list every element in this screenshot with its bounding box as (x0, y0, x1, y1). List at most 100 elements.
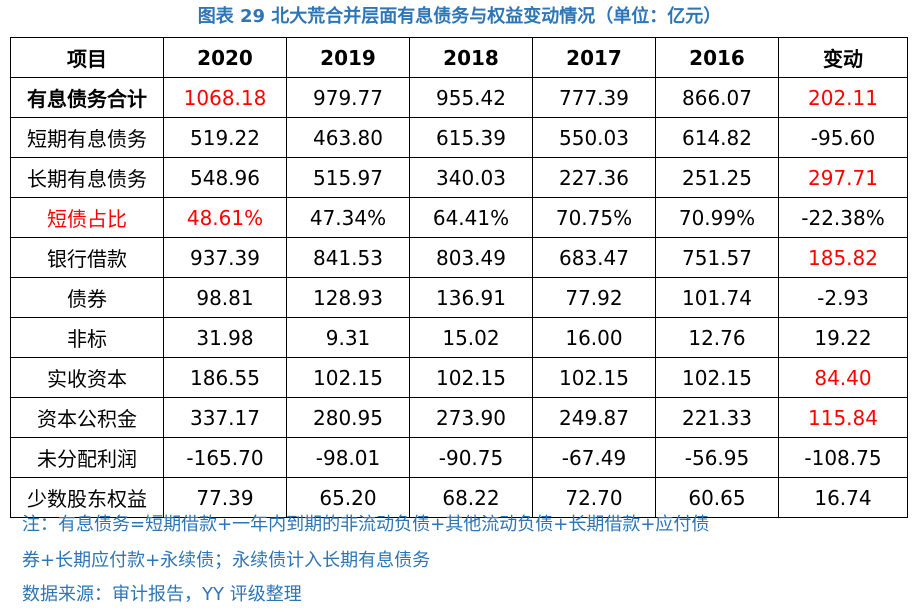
table-cell: 102.15 (409, 357, 533, 398)
table-row: 银行借款 937.39 841.53 803.49 683.47 751.57 185.82 (10, 237, 908, 278)
table-cell: 1068.18 (163, 77, 287, 118)
table-body: 有息债务合计 1068.18 979.77 955.42 777.39 866.07 202… (10, 77, 908, 518)
row-label: 实收资本 (10, 357, 164, 398)
table-row: 债券 98.81 128.93 136.91 77.92 101.74 -2.93 (10, 277, 908, 318)
table-cell: 202.11 (778, 77, 908, 118)
table-cell: -56.95 (655, 437, 779, 478)
table-cell: 227.36 (532, 157, 656, 198)
table-cell: 115.84 (778, 397, 908, 438)
row-label: 长期有息债务 (10, 157, 164, 198)
table-cell: 186.55 (163, 357, 287, 398)
table-cell: 136.91 (409, 277, 533, 318)
row-label: 资本公积金 (10, 397, 164, 438)
table-cell: 280.95 (286, 397, 410, 438)
table-cell: 84.40 (778, 357, 908, 398)
table-cell: 979.77 (286, 77, 410, 118)
table-cell: 77.39 (163, 477, 287, 518)
table-cell: 548.96 (163, 157, 287, 198)
table-cell: 866.07 (655, 77, 779, 118)
table-cell: 72.70 (532, 477, 656, 518)
table-row: 非标 31.98 9.31 15.02 16.00 12.76 19.22 (10, 317, 908, 358)
table-cell: 955.42 (409, 77, 533, 118)
table-row: 实收资本 186.55 102.15 102.15 102.15 102.15 84.40 (10, 357, 908, 398)
table-cell: 519.22 (163, 117, 287, 158)
table-cell: 16.74 (778, 477, 908, 518)
table-cell: 9.31 (286, 317, 410, 358)
table-cell: 48.61% (163, 197, 287, 238)
table-cell: 15.02 (409, 317, 533, 358)
table-cell: 777.39 (532, 77, 656, 118)
table-cell: 251.25 (655, 157, 779, 198)
table-cell: 463.80 (286, 117, 410, 158)
table-cell: 12.76 (655, 317, 779, 358)
table-cell: 68.22 (409, 477, 533, 518)
table-cell: 614.82 (655, 117, 779, 158)
header-change: 变动 (778, 37, 908, 78)
row-label: 债券 (10, 277, 164, 318)
table-row: 短期有息债务 519.22 463.80 615.39 550.03 614.82 -95.… (10, 117, 908, 158)
table-cell: 185.82 (778, 237, 908, 278)
table-cell: -22.38% (778, 197, 908, 238)
table-cell: -95.60 (778, 117, 908, 158)
table-cell: 70.75% (532, 197, 656, 238)
table-cell: 19.22 (778, 317, 908, 358)
table-cell: 683.47 (532, 237, 656, 278)
row-label: 非标 (10, 317, 164, 358)
table-cell: 31.98 (163, 317, 287, 358)
table-cell: 340.03 (409, 157, 533, 198)
table-cell: -165.70 (163, 437, 287, 478)
table-cell: 64.41% (409, 197, 533, 238)
table-cell: 98.81 (163, 277, 287, 318)
table-cell: -98.01 (286, 437, 410, 478)
header-2016: 2016 (655, 37, 779, 78)
table-cell: 70.99% (655, 197, 779, 238)
row-label: 有息债务合计 (10, 77, 164, 118)
header-2018: 2018 (409, 37, 533, 78)
table-cell: 751.57 (655, 237, 779, 278)
table-cell: 60.65 (655, 477, 779, 518)
row-label: 未分配利润 (10, 437, 164, 478)
table-cell: 937.39 (163, 237, 287, 278)
table-cell: -108.75 (778, 437, 908, 478)
table-row: 有息债务合计 1068.18 979.77 955.42 777.39 866.07 202… (10, 77, 908, 118)
table-cell: 550.03 (532, 117, 656, 158)
row-label: 短期有息债务 (10, 117, 164, 158)
table-row: 资本公积金 337.17 280.95 273.90 249.87 221.33 115.8… (10, 397, 908, 438)
table-cell: 102.15 (655, 357, 779, 398)
table-cell: 337.17 (163, 397, 287, 438)
row-label: 短债占比 (10, 197, 164, 238)
table-cell: 221.33 (655, 397, 779, 438)
table-cell: 47.34% (286, 197, 410, 238)
table-row: 长期有息债务 548.96 515.97 340.03 227.36 251.25 297.… (10, 157, 908, 198)
table-cell: 128.93 (286, 277, 410, 318)
table-cell: 273.90 (409, 397, 533, 438)
header-2020: 2020 (163, 37, 287, 78)
table-cell: 297.71 (778, 157, 908, 198)
table-cell: 101.74 (655, 277, 779, 318)
table-cell: 102.15 (532, 357, 656, 398)
table-cell: 803.49 (409, 237, 533, 278)
row-label: 银行借款 (10, 237, 164, 278)
table-cell: -67.49 (532, 437, 656, 478)
table-row: 未分配利润 -165.70 -98.01 -90.75 -67.49 -56.95 -108… (10, 437, 908, 478)
table-header-row: 项目 2020 2019 2018 2017 2016 变动 (10, 37, 908, 78)
table-title: 图表 29 北大荒合并层面有息债务与权益变动情况（单位：亿元） (197, 6, 722, 27)
table-cell: -2.93 (778, 277, 908, 318)
header-2017: 2017 (532, 37, 656, 78)
table-cell: 16.00 (532, 317, 656, 358)
debt-equity-table: 项目 2020 2019 2018 2017 2016 变动 有息债务合计 106… (10, 37, 908, 518)
row-label: 少数股东权益 (10, 477, 164, 518)
source-note: 数据来源：审计报告，YY 评级整理 (22, 584, 302, 605)
table-row: 短债占比 48.61% 47.34% 64.41% 70.75% 70.99% -22.38… (10, 197, 908, 238)
table-cell: 615.39 (409, 117, 533, 158)
table-cell: 65.20 (286, 477, 410, 518)
table-cell: 841.53 (286, 237, 410, 278)
table-cell: -90.75 (409, 437, 533, 478)
note-line-1: 注：有息债务=短期借款+一年内到期的非流动负债+其他流动负债+长期借款+应付债 (22, 514, 710, 535)
note-line-2: 券+长期应付款+永续债；永续债计入长期有息债务 (22, 550, 431, 571)
table-cell: 102.15 (286, 357, 410, 398)
header-item: 项目 (10, 37, 164, 78)
table-cell: 77.92 (532, 277, 656, 318)
table-cell: 249.87 (532, 397, 656, 438)
header-2019: 2019 (286, 37, 410, 78)
